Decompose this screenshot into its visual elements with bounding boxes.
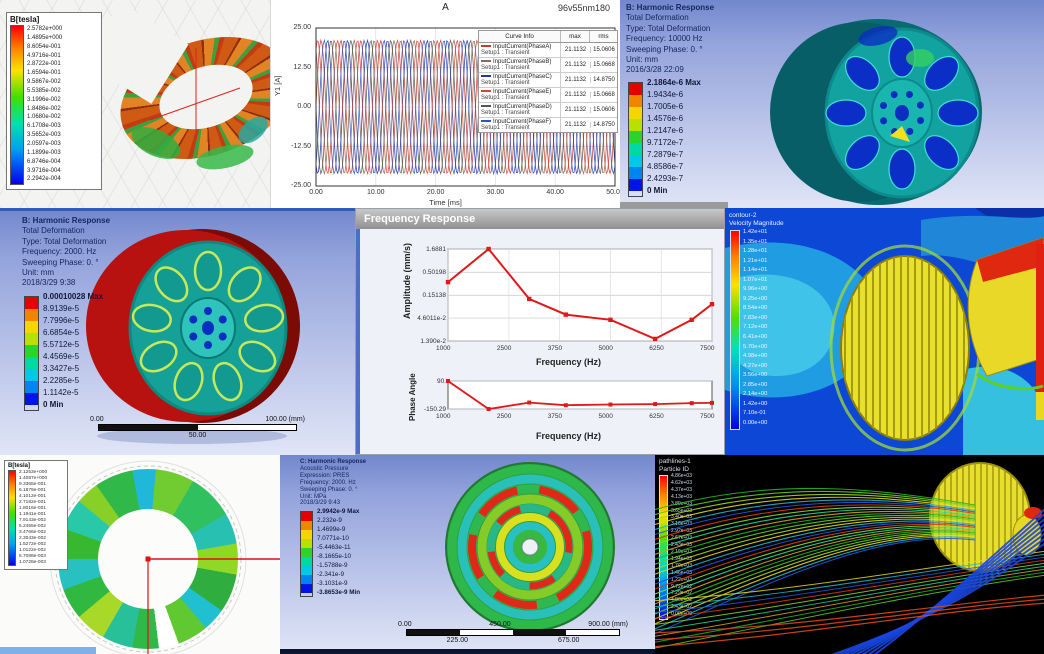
result-info-text: B: Harmonic Response Total Deformation Typ…	[22, 216, 111, 288]
x-tick: 20.00	[426, 189, 445, 196]
cfd-field-render	[725, 208, 1044, 455]
x-tick: 0.00	[309, 189, 323, 196]
panel-current-plot: A 96v55nm180 Y1 [A] Time [ms] Curve Info…	[270, 0, 620, 208]
wheel-render-red	[86, 229, 300, 444]
panel-rotor-field: B[tesla] 2.1253e+000 1.4087e+000 9.3365e-0…	[0, 455, 280, 654]
curve-table-header: Curve Info max rms	[479, 31, 617, 43]
contour-legend: 0.00010028 Max 8.9139e-5 7.7996e-5 6.6854e-…	[24, 292, 103, 411]
y-tick: -12.50	[291, 142, 311, 150]
legend-values: 2.9942e-9 Max 2.232e-9 1.4699e-9 7.0771e-10…	[317, 508, 361, 596]
curve-row: InputCurrent(PhaseE) Setup1 : Transient 21…	[479, 88, 617, 103]
acoustic-disc-render	[445, 462, 615, 632]
window-edge	[0, 208, 355, 211]
panel-cfd-contour: contour-2 Velocity Magnitude 1.42e+01 1.35…	[725, 208, 1044, 455]
x-tick: 10.00	[367, 189, 385, 196]
legend-values: 4.86e+03 4.62e+03 4.37e+03 4.13e+03 3.89e+03…	[671, 473, 692, 618]
plot-title: A	[442, 2, 449, 13]
model-label: 96v55nm180	[557, 3, 610, 13]
legend-values: 2.1864e-6 Max 1.9434e-6 1.7005e-6 1.4576e-6…	[647, 78, 701, 195]
window-edge	[0, 647, 96, 654]
legend-title: B[tesla]	[10, 15, 40, 24]
contour-legend: 2.1864e-6 Max 1.9434e-6 1.7005e-6 1.4576e-6…	[628, 78, 701, 197]
colorbar	[628, 82, 643, 197]
wheel-render-blue	[770, 19, 982, 205]
x-tick: 30.00	[486, 189, 505, 196]
y-tick: -25.00	[291, 182, 311, 189]
curve-row: InputCurrent(PhaseB) Setup1 : Transient 21…	[479, 58, 617, 73]
curve-row: InputCurrent(PhaseA) Setup1 : Transient 21…	[479, 43, 617, 58]
window-edge	[356, 229, 360, 454]
amplitude-axis-label: Amplitude (mm/s)	[402, 242, 412, 319]
y-tick: 12.50	[293, 63, 311, 71]
curve-row: InputCurrent(PhaseC) Setup1 : Transient 21…	[479, 73, 617, 88]
x-tick: 40.00	[546, 189, 564, 196]
col-max: max	[561, 31, 590, 42]
colorbar	[8, 470, 16, 566]
ruler-bar	[98, 424, 297, 431]
curve-table-body: InputCurrent(PhaseA) Setup1 : Transient 21…	[479, 43, 617, 132]
pathlines-legend: 4.86e+03 4.62e+03 4.37e+03 4.13e+03 3.89e+03…	[659, 473, 692, 620]
col-curve-info: Curve Info	[479, 31, 561, 42]
x-axis-label: Time [ms]	[429, 198, 462, 207]
panel-pathlines: pathlines-1 Particle ID 4.86e+03 4.62e+03 4…	[655, 455, 1044, 654]
color-legend: B[tesla] 2.1253e+000 1.4087e+000 9.3365e-0…	[4, 460, 68, 570]
panel-acoustic-disc: C: Harmonic Response Acoustic Pressure Exp…	[280, 455, 655, 654]
frequency-axis-label-1: Frequency (Hz)	[536, 357, 602, 367]
legend-values: 0.00010028 Max 8.9139e-5 7.7996e-5 6.6854e-…	[43, 292, 104, 409]
frequency-response-charts	[445, 246, 715, 411]
panel-harmonic-wheel-blue: B: Harmonic Response Total Deformation Typ…	[620, 0, 1044, 208]
y-axis-label: Y1 [A]	[273, 75, 282, 96]
colorbar	[659, 475, 668, 620]
col-rms: rms	[598, 33, 609, 40]
ruler-bar	[406, 629, 620, 636]
colorbar	[730, 230, 740, 430]
panel-frequency-response: Frequency Response Amplitude (mm/s) Freq…	[355, 208, 725, 455]
legend-values: 2.1253e+000 1.4087e+000 9.3365e-001 6.1879e…	[19, 470, 48, 565]
streamlines-render	[655, 462, 1044, 654]
window-titlebar: Frequency Response	[356, 209, 724, 229]
scale-ruler: 0.00 100.00 (mm) 50.00	[90, 416, 305, 439]
result-info-text: B: Harmonic Response Total Deformation Typ…	[626, 3, 715, 75]
legend-values: 1.42e+01 1.35e+01 1.28e+01 1.21e+01 1.14e+01…	[743, 229, 768, 426]
window-edge	[280, 649, 655, 654]
panel-harmonic-wheel-red: B: Harmonic Response Total Deformation Typ…	[0, 208, 355, 455]
scale-ruler: 0.00 450.00 900.00 (mm) 225.00 675.00	[398, 621, 628, 644]
colorbar	[10, 25, 24, 185]
contour-header: contour-2 Velocity Magnitude	[729, 212, 784, 227]
pathlines-header: pathlines-1 Particle ID	[659, 458, 691, 473]
window-edge	[620, 202, 728, 208]
color-legend: B[tesla] 2.5782e+000 1.4895e+000 8.6054e-0…	[6, 12, 102, 190]
contour-legend: 1.42e+01 1.35e+01 1.28e+01 1.21e+01 1.14e+01…	[730, 229, 768, 430]
frequency-axis-label-2: Frequency (Hz)	[536, 431, 602, 441]
result-info-text: C: Harmonic Response Acoustic Pressure Exp…	[300, 459, 367, 507]
y-tick: 0.00	[297, 103, 311, 110]
curve-row: InputCurrent(PhaseF) Setup1 : Transient 21…	[479, 118, 617, 132]
curve-row: InputCurrent(PhaseD) Setup1 : Transient 21…	[479, 103, 617, 118]
x-tick: 50.00	[606, 189, 620, 196]
legend-title: B[tesla]	[8, 463, 31, 469]
torus-axes	[149, 48, 241, 140]
legend-values: 2.5782e+000 1.4895e+000 8.6054e-001 4.9716e…	[27, 26, 63, 183]
colorbar	[24, 296, 39, 411]
contour-legend: 2.9942e-9 Max 2.232e-9 1.4699e-9 7.0771e-10…	[300, 508, 360, 597]
y-tick: 25.00	[293, 24, 311, 31]
panel-torus-field: B[tesla] 2.5782e+000 1.4895e+000 8.6054e-0…	[0, 0, 270, 208]
curve-info-table: Curve Info max rms InputCurrent(PhaseA) S…	[478, 30, 618, 133]
colorbar	[300, 511, 313, 597]
